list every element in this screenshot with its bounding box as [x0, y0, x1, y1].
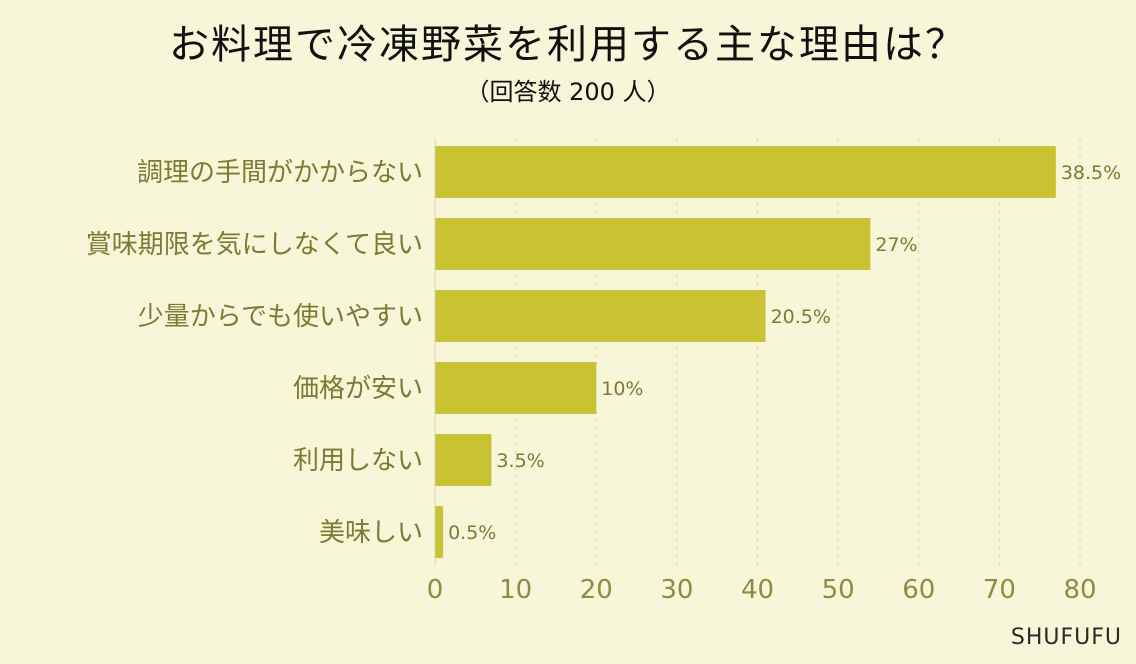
x-tick-label: 70: [983, 575, 1016, 605]
brand-logo-text: SHUFUFU: [1010, 625, 1122, 650]
value-label: 38.5%: [1061, 162, 1121, 184]
x-tick-label: 0: [427, 575, 444, 605]
bar: [435, 290, 766, 342]
x-tick-label: 50: [822, 575, 855, 605]
bar: [435, 218, 871, 270]
value-labels: 38.5% 27% 20.5% 10% 3.5% 0.5%: [448, 162, 1121, 544]
category-label: 少量からでも使いやすい: [138, 302, 423, 332]
chart-subtitle: （回答数 200 人）: [465, 78, 671, 106]
x-tick-label: 30: [660, 575, 693, 605]
value-label: 27%: [875, 234, 917, 256]
category-labels: 調理の手間がかからない賞味期限を気にしなくて良い少量からでも使いやすい価格が安い…: [86, 158, 423, 548]
value-label: 10%: [601, 378, 643, 400]
category-label: 賞味期限を気にしなくて良い: [86, 230, 423, 260]
value-label: 20.5%: [771, 306, 831, 328]
x-tick-label: 40: [741, 575, 774, 605]
x-tick-label: 20: [580, 575, 613, 605]
category-label: 価格が安い: [293, 374, 423, 404]
x-tick-labels: 0 10 20 30 40 50 60 70 80: [427, 575, 1097, 605]
category-label: 利用しない: [293, 446, 423, 476]
category-label: 美味しい: [319, 518, 423, 548]
value-label: 0.5%: [448, 522, 496, 544]
bar: [435, 146, 1056, 198]
bar: [435, 434, 492, 486]
bar: [435, 506, 444, 558]
chart-title: お料理で冷凍野菜を利用する主な理由は？: [169, 22, 967, 68]
x-tick-label: 60: [902, 575, 935, 605]
bars: [435, 146, 1056, 558]
x-tick-label: 80: [1063, 575, 1096, 605]
bar: [435, 362, 597, 414]
category-label: 調理の手間がかからない: [137, 158, 423, 188]
value-label: 3.5%: [496, 450, 544, 472]
x-tick-label: 10: [499, 575, 532, 605]
grid-lines: [515, 138, 1081, 566]
